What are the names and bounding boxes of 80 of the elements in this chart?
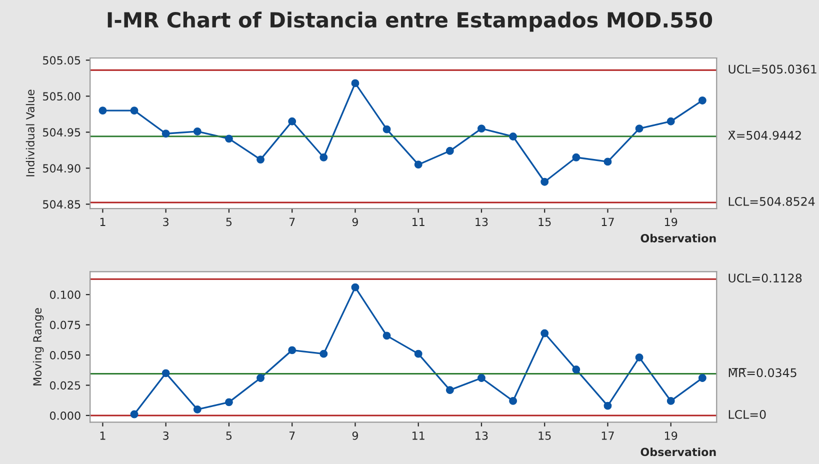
x-tick-label: 9: [352, 431, 358, 440]
point: [414, 160, 422, 169]
point: [446, 386, 454, 394]
y-tick-label: 504.90: [43, 164, 80, 173]
point: [256, 374, 265, 382]
point: [288, 346, 296, 354]
x-tick-label: 3: [163, 218, 168, 226]
x-tick-label: 9: [352, 218, 358, 226]
x-tick-label: 17: [602, 218, 614, 226]
x-tick-label: 13: [476, 218, 488, 226]
point: [540, 178, 549, 186]
point: [382, 125, 391, 134]
x-tick-label: 5: [226, 432, 232, 440]
y-tick-label: 505.05: [43, 56, 80, 65]
y-tick-label: 505.00: [43, 92, 80, 101]
point: [572, 366, 580, 374]
point: [478, 374, 486, 382]
ref-line-label: LCL=504.8524: [728, 196, 815, 206]
point: [509, 396, 518, 405]
point: [478, 124, 486, 133]
x-tick-label: 11: [412, 218, 424, 226]
x-tick-label: 15: [538, 432, 551, 440]
point: [98, 106, 107, 115]
y-axis-title: Individual Value: [26, 90, 34, 176]
ref-line-label: LCL=0: [728, 410, 766, 419]
x-tick-label: 13: [476, 431, 488, 440]
point: [130, 106, 138, 115]
x-tick-label: 17: [602, 432, 614, 440]
y-tick-label: 0.000: [50, 411, 80, 420]
point: [635, 353, 644, 362]
x-axis-title: Observation: [640, 234, 716, 242]
ref-line-label: M̅R̅=0.0345: [728, 368, 796, 378]
ref-line-label: UCL=0.1128: [728, 274, 802, 283]
point: [162, 369, 170, 378]
y-tick-label: 504.85: [43, 200, 80, 209]
point: [509, 132, 518, 140]
y-tick-label: 0.025: [50, 381, 80, 390]
y-tick-label: 504.95: [43, 128, 80, 137]
point: [351, 283, 360, 292]
point: [414, 350, 422, 358]
x-tick-label: 19: [665, 218, 678, 226]
y-axis-title: Moving Range: [32, 308, 44, 386]
point: [288, 117, 296, 126]
x-tick-label: 1: [100, 218, 106, 226]
x-axis-title: Observation: [640, 448, 716, 456]
point: [666, 396, 675, 405]
point: [540, 329, 549, 338]
y-tick-label: 0.075: [50, 320, 80, 330]
x-tick-label: 11: [412, 432, 424, 440]
x-tick-label: 19: [665, 431, 678, 440]
y-tick-label: 0.050: [50, 351, 80, 360]
point: [698, 96, 706, 104]
x-tick-label: 5: [226, 218, 232, 226]
x-tick-label: 7: [289, 432, 295, 440]
x-tick-label: 1: [100, 432, 106, 440]
x-tick-label: 3: [163, 431, 168, 440]
point: [698, 374, 706, 382]
ref-line-label: UCL=505.0361: [728, 64, 816, 74]
x-tick-label: 15: [538, 218, 551, 226]
point: [635, 124, 644, 133]
y-tick-label: 0.100: [50, 290, 80, 299]
point: [604, 158, 612, 166]
x-tick-label: 7: [289, 218, 295, 226]
point: [225, 398, 233, 406]
point: [666, 117, 675, 126]
point: [320, 153, 328, 162]
point: [256, 156, 265, 164]
point: [225, 134, 233, 143]
ref-line-label: X̄=504.9442: [728, 130, 801, 140]
point: [446, 146, 454, 155]
point: [604, 402, 612, 410]
point: [572, 153, 580, 162]
chart-title: I-MR Chart of Distancia entre Estampados MOD.550: [108, 12, 712, 32]
point: [193, 405, 202, 414]
point: [162, 130, 170, 138]
point: [382, 332, 391, 340]
point: [351, 79, 360, 88]
point: [320, 350, 328, 358]
point: [130, 410, 138, 418]
point: [193, 127, 202, 136]
